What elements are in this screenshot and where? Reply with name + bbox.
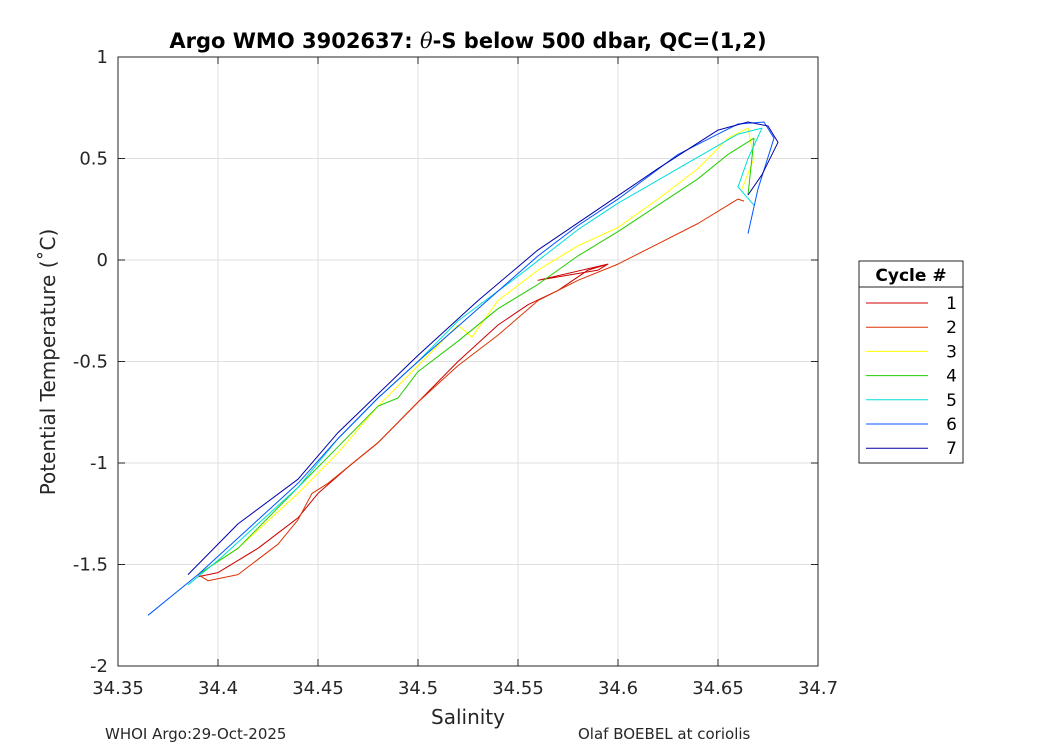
x-tick-label: 34.6: [598, 678, 638, 699]
axes: 34.35 34.4 34.45 34.5 34.55 34.6 34.65 34.7 -2 -1…: [73, 47, 838, 699]
series-line-cycle-1: [197, 263, 609, 578]
chart-title-theta: θ: [420, 29, 433, 53]
x-tick-label: 34.35: [92, 678, 144, 699]
series-line-cycle-4: [197, 137, 755, 576]
chart-title-suffix: -S below 500 dbar, QC=(1,2): [433, 29, 767, 53]
series-line-cycle-3: [197, 127, 755, 576]
legend-label-cycle-5: 5: [946, 391, 957, 411]
legend-box: [858, 260, 964, 464]
series-lines: [147, 121, 779, 616]
y-tick-label: 1: [97, 47, 108, 68]
y-tick-label: -0.5: [73, 352, 108, 373]
chart-title-prefix: Argo WMO 3902637:: [169, 29, 420, 53]
legend-label-cycle-7: 7: [946, 439, 957, 459]
x-tick-label: 34.45: [292, 678, 344, 699]
y-tick-label: -1.5: [73, 555, 108, 576]
legend-label-cycle-3: 3: [946, 342, 957, 362]
x-tick-label: 34.55: [492, 678, 544, 699]
legend: Cycle # 1 2 3 4 5 6 7: [858, 260, 964, 464]
series-line-cycle-6: [147, 121, 775, 616]
footer-left: WHOI Argo:29-Oct-2025: [105, 725, 287, 743]
legend-title: Cycle #: [875, 266, 946, 286]
x-tick-label: 34.65: [692, 678, 744, 699]
y-tick-label: -1: [90, 453, 108, 474]
legend-label-cycle-6: 6: [946, 415, 957, 435]
series-line-cycle-2: [197, 198, 745, 582]
x-tick-label: 34.7: [798, 678, 838, 699]
y-axis-label: Potential Temperature (˚C): [36, 229, 60, 496]
y-tick-label: -2: [90, 656, 108, 677]
footer-right: Olaf BOEBEL at coriolis: [578, 725, 751, 743]
legend-items: 1 2 3 4 5 6 7: [866, 294, 957, 459]
legend-label-cycle-4: 4: [946, 367, 957, 387]
y-tick-label: 0: [97, 250, 108, 271]
y-tick-label: 0.5: [79, 149, 108, 170]
x-tick-label: 34.5: [398, 678, 438, 699]
x-tick-label: 34.4: [198, 678, 238, 699]
chart-title: Argo WMO 3902637: θ-S below 500 dbar, QC…: [169, 29, 766, 53]
legend-label-cycle-1: 1: [946, 294, 957, 314]
x-axis-label: Salinity: [431, 705, 505, 729]
series-line-cycle-5: [187, 127, 763, 586]
series-line-cycle-7: [187, 121, 779, 575]
legend-label-cycle-2: 2: [946, 318, 957, 338]
